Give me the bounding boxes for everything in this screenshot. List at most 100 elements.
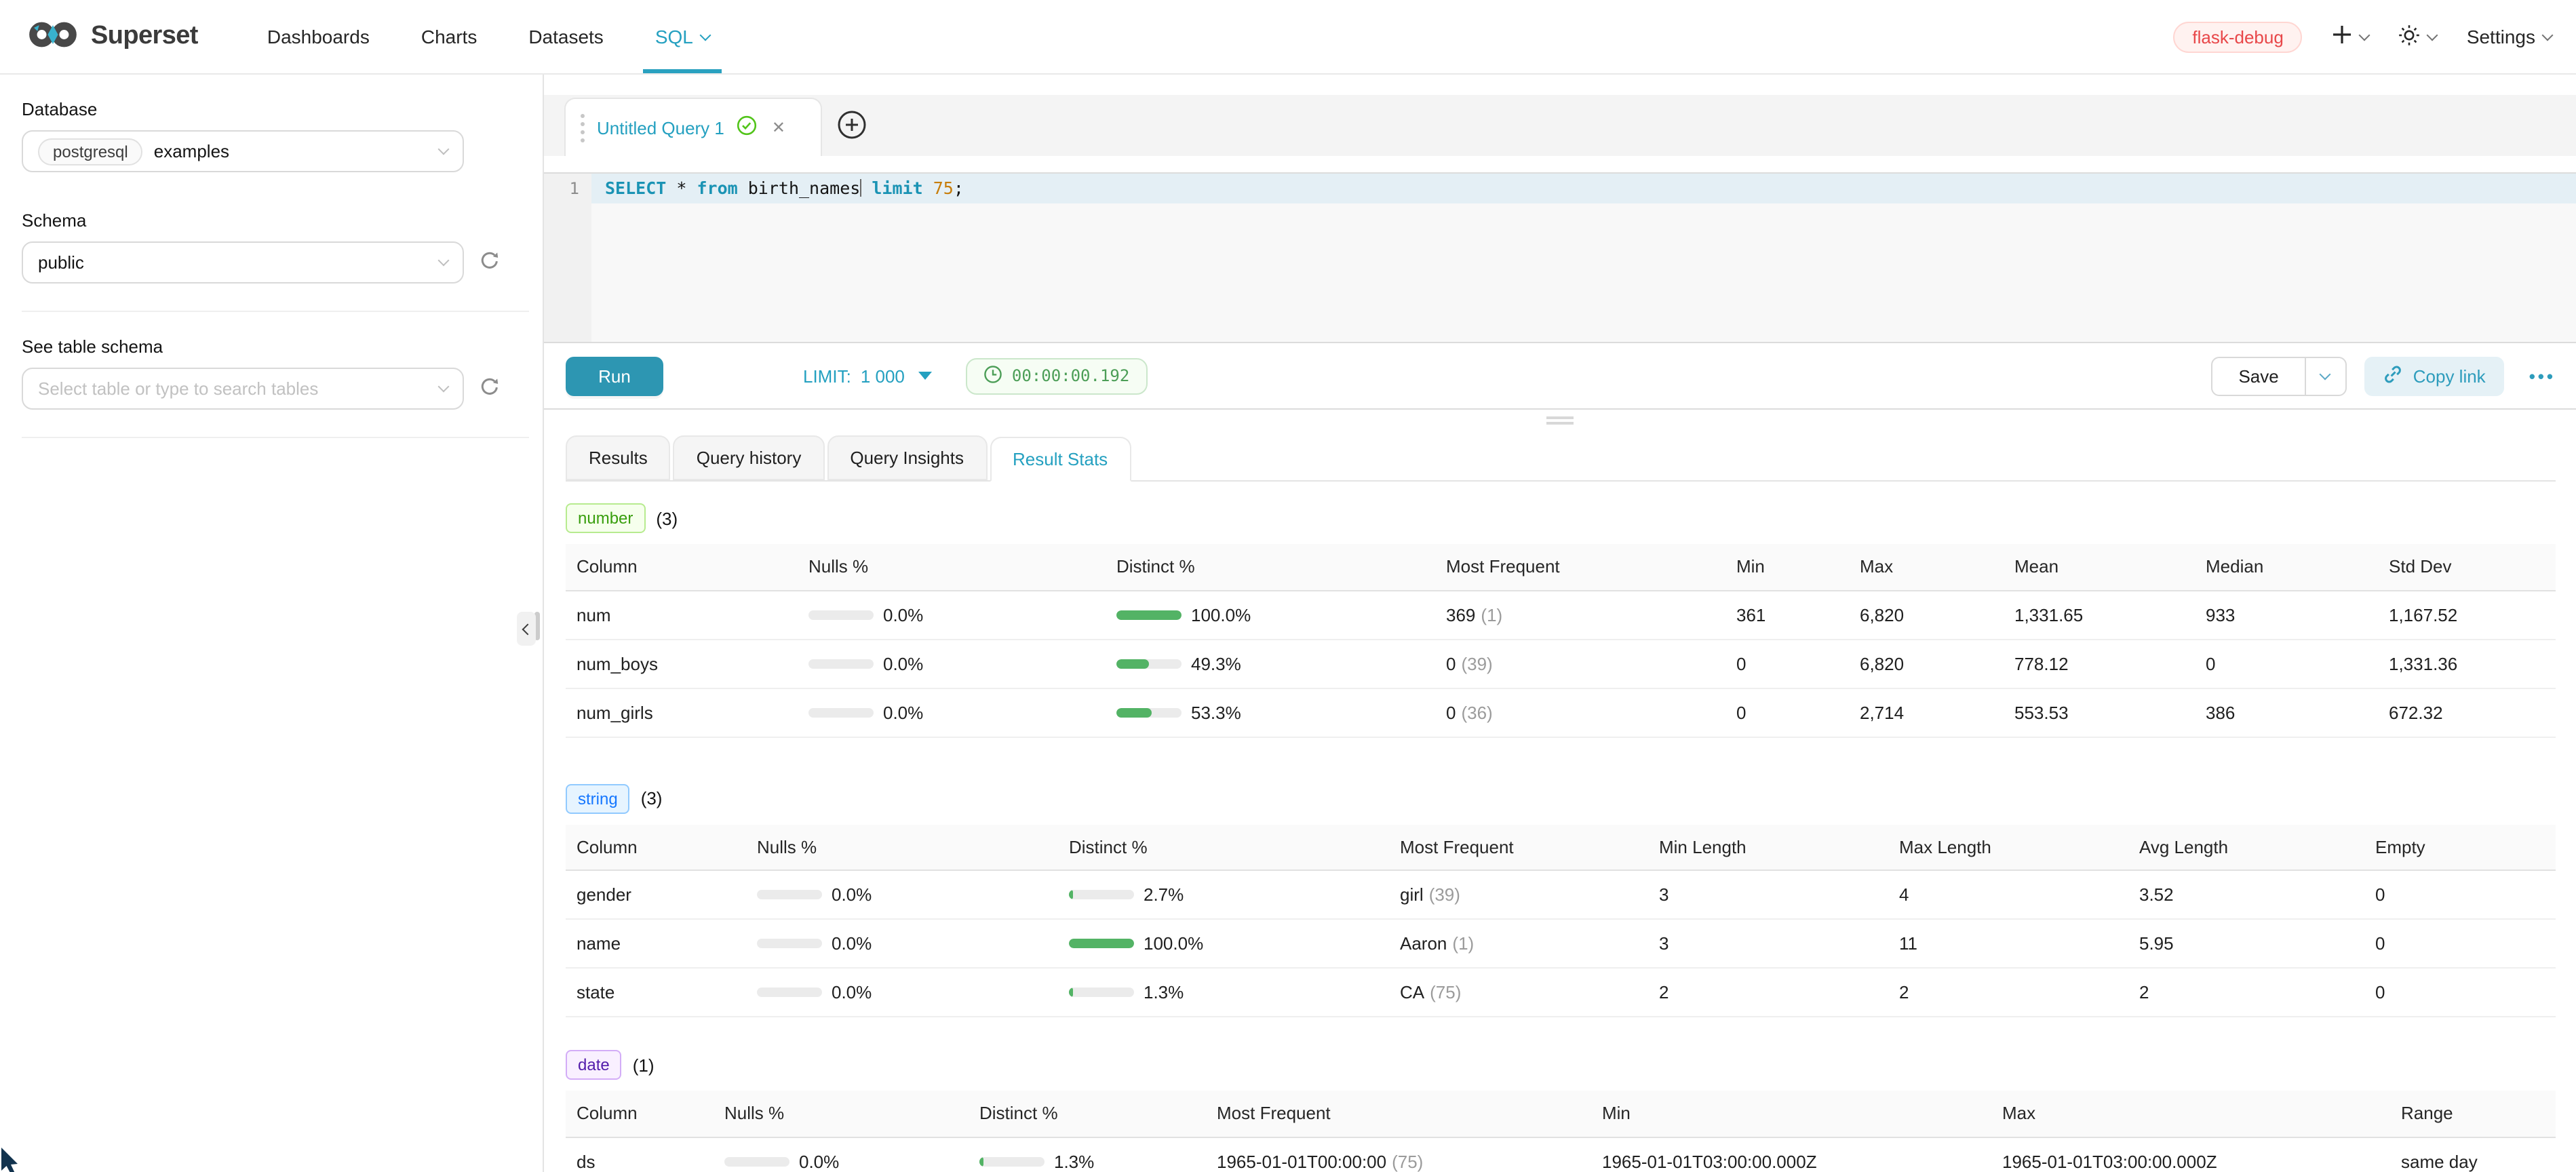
column-header: Nulls % <box>714 1091 969 1137</box>
nulls-bar-wrap: 0.0% <box>757 933 1047 954</box>
brand-name: Superset <box>91 22 198 52</box>
distinct-bar-fill <box>979 1156 983 1166</box>
sun-icon <box>2399 24 2421 50</box>
cell-column-name: num_girls <box>566 688 798 737</box>
more-actions-button[interactable]: ••• <box>2529 366 2556 386</box>
header-actions: flask-debug Sett <box>2173 21 2576 52</box>
stats-table-string: ColumnNulls %Distinct %Most FrequentMin … <box>566 824 2556 1017</box>
nulls-bar <box>808 659 874 668</box>
column-header: Distinct % <box>969 1091 1206 1137</box>
type-count: (1) <box>633 1055 655 1075</box>
theme-menu-button[interactable] <box>2399 24 2437 50</box>
cell-value: 3 <box>1648 870 1888 919</box>
cell-most-frequent: 1965-01-01T00:00:00(75) <box>1206 1137 1591 1172</box>
column-header: Distinct % <box>1106 544 1435 590</box>
tab-query-insights[interactable]: Query Insights <box>827 435 987 480</box>
table-row: num_girls0.0%53.3%0(36)02,714553.5338667… <box>566 688 2556 737</box>
collapse-sidebar-button[interactable] <box>517 612 536 646</box>
run-button[interactable]: Run <box>566 356 663 395</box>
close-tab-icon[interactable]: ✕ <box>772 118 785 137</box>
sql-lab-sidebar: Database postgresql examples Schema publ… <box>0 75 543 1172</box>
column-header: Min Length <box>1648 824 1888 870</box>
new-query-tab-button[interactable] <box>837 110 867 140</box>
cell-value: 1,331.65 <box>2004 590 2195 639</box>
most-frequent-count: (75) <box>1392 1151 1423 1171</box>
nulls-bar-label: 0.0% <box>883 653 923 673</box>
clock-icon <box>983 364 1002 387</box>
chevron-down-icon <box>2427 29 2438 41</box>
schema-select[interactable]: public <box>22 241 464 284</box>
column-header: Column <box>566 1091 714 1137</box>
distinct-bar-wrap: 49.3% <box>1116 653 1424 673</box>
most-frequent-value: CA <box>1400 982 1424 1002</box>
limit-dropdown[interactable]: LIMIT:1 000 <box>803 366 932 386</box>
resize-drag-handle[interactable] <box>1546 416 1574 427</box>
cell-most-frequent: CA(75) <box>1389 968 1648 1017</box>
distinct-bar-wrap: 1.3% <box>1069 982 1378 1002</box>
save-options-button[interactable] <box>2305 357 2345 394</box>
cell-value: 361 <box>1725 590 1849 639</box>
column-header: Avg Length <box>2128 824 2364 870</box>
results-tab-bar: Results Query history Query Insights Res… <box>566 435 2556 482</box>
tab-query-history[interactable]: Query history <box>674 435 825 480</box>
drag-dots-icon[interactable] <box>581 113 585 142</box>
settings-menu-button[interactable]: Settings <box>2467 26 2552 47</box>
chevron-down-icon <box>2542 29 2554 41</box>
refresh-tables-icon[interactable] <box>479 376 501 402</box>
chevron-down-icon <box>699 29 711 41</box>
cell-value: 2 <box>1888 968 2128 1017</box>
database-select[interactable]: postgresql examples <box>22 130 464 172</box>
cell-value: 2 <box>2128 968 2364 1017</box>
chevron-left-icon <box>522 623 534 635</box>
nav-dashboards[interactable]: Dashboards <box>241 0 395 73</box>
distinct-bar-label: 1.3% <box>1054 1151 1094 1171</box>
superset-logo[interactable]: Superset <box>0 16 198 57</box>
column-header: Std Dev <box>2378 544 2556 590</box>
caret-down-icon <box>918 372 932 380</box>
cell-value: same day <box>2390 1137 2556 1172</box>
cell-most-frequent: 369(1) <box>1435 590 1725 639</box>
cell-column-name: gender <box>566 870 746 919</box>
sql-code-line[interactable]: SELECT * from birth_names limit 75; <box>591 174 2576 203</box>
tab-result-stats[interactable]: Result Stats <box>990 437 1131 482</box>
save-split-button[interactable]: Save <box>2211 356 2346 395</box>
sql-token: 75 <box>933 178 954 198</box>
nav-datasets[interactable]: Datasets <box>503 0 629 73</box>
column-header: Nulls % <box>798 544 1106 590</box>
distinct-bar-fill <box>1116 610 1182 619</box>
cell-most-frequent: 0(36) <box>1435 688 1725 737</box>
cell-value: 0 <box>2195 639 2378 688</box>
refresh-schemas-icon[interactable] <box>479 250 501 275</box>
most-frequent-value: 0 <box>1446 702 1456 722</box>
chevron-down-icon <box>438 255 450 267</box>
cell-nulls: 0.0% <box>798 688 1106 737</box>
table-select[interactable]: Select table or type to search tables <box>22 368 464 410</box>
cell-nulls: 0.0% <box>746 919 1058 968</box>
nav-sql[interactable]: SQL <box>629 0 735 73</box>
nav-charts[interactable]: Charts <box>395 0 503 73</box>
sql-token: ; <box>954 178 964 198</box>
header-row: ColumnNulls %Distinct %Most FrequentMinM… <box>566 544 2556 590</box>
nulls-bar-wrap: 0.0% <box>757 884 1047 905</box>
tab-results[interactable]: Results <box>566 435 671 480</box>
new-menu-button[interactable] <box>2333 24 2369 49</box>
cell-value: 6,820 <box>1849 590 2004 639</box>
cell-distinct: 100.0% <box>1106 590 1435 639</box>
sql-token: birth_names <box>738 178 861 198</box>
sql-editor[interactable]: 1 SELECT * from birth_names limit 75; <box>544 172 2576 343</box>
sql-lab-page: Superset Dashboards Charts Datasets SQL … <box>0 0 2576 1172</box>
cell-distinct: 2.7% <box>1058 870 1389 919</box>
save-button[interactable]: Save <box>2212 357 2304 394</box>
query-tab[interactable]: Untitled Query 1 ✕ <box>564 98 822 156</box>
column-header: Most Frequent <box>1206 1091 1591 1137</box>
cell-value: 778.12 <box>2004 639 2195 688</box>
nulls-bar-wrap: 0.0% <box>757 982 1047 1002</box>
cell-nulls: 0.0% <box>714 1137 969 1172</box>
cell-value: 1,167.52 <box>2378 590 2556 639</box>
cell-value: 1,331.36 <box>2378 639 2556 688</box>
distinct-bar-fill <box>1116 707 1151 717</box>
column-header: Max <box>1849 544 2004 590</box>
most-frequent-count: (1) <box>1452 933 1474 954</box>
copy-link-button[interactable]: Copy link <box>2364 356 2505 395</box>
nulls-bar <box>808 707 874 717</box>
